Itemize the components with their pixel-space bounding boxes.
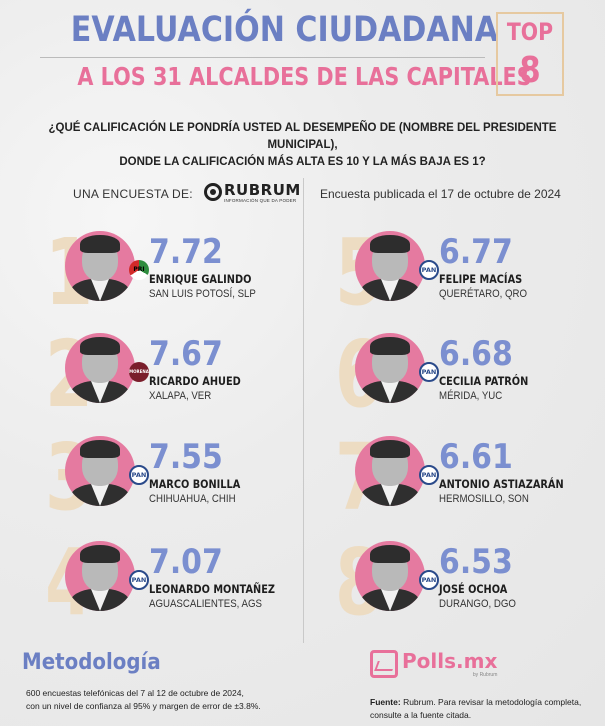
title-divider <box>40 57 485 58</box>
party-logo: PAN <box>419 362 439 382</box>
survey-by-label: UNA ENCUESTA DE: <box>73 187 193 201</box>
party-logo: PAN <box>129 465 149 485</box>
mayor-photo <box>355 333 425 403</box>
mayor-city: CHIHUAHUA, CHIH <box>149 493 236 505</box>
methodology-line-1: 600 encuestas telefónicas del 7 al 12 de… <box>26 688 244 698</box>
source-text: Rubrum. Para revisar la metodología comp… <box>400 697 582 707</box>
question-line-2: DONDE LA CALIFICACIÓN MÁS ALTA ES 10 Y L… <box>119 156 486 168</box>
party-logo: MORENA <box>129 362 149 382</box>
party-logo: PAN <box>419 465 439 485</box>
mayor-photo-hair <box>80 440 120 458</box>
mayor-name: ANTONIO ASTIAZARÁN <box>439 477 564 491</box>
party-logo: PAN <box>129 570 149 590</box>
polls-logo-icon <box>370 650 398 678</box>
mayor-city: HERMOSILLO, SON <box>439 493 529 505</box>
page-subtitle: A LOS 31 ALCALDES DE LAS CAPITALES <box>77 62 532 91</box>
party-logo: PRI <box>129 260 149 280</box>
source-line-2: consulte a la fuente citada. <box>370 710 472 720</box>
mayor-photo <box>65 436 135 506</box>
party-logo: PAN <box>419 570 439 590</box>
polls-brand: Polls.mx <box>402 649 498 673</box>
publication-date: Encuesta publicada el 17 de octubre de 2… <box>320 187 561 201</box>
mayor-city: SAN LUIS POTOSÍ, SLP <box>149 288 256 300</box>
page-title: EVALUACIÓN CIUDADANA <box>70 10 499 50</box>
source-note: Fuente: Rubrum. Para revisar la metodolo… <box>370 696 600 722</box>
mayor-photo <box>65 231 135 301</box>
score: 6.53 <box>439 542 513 582</box>
mayor-city: AGUASCALIENTES, AGS <box>149 598 262 610</box>
column-divider <box>303 178 304 643</box>
score: 7.72 <box>149 232 223 272</box>
mayor-name: ENRIQUE GALINDO <box>149 272 252 286</box>
rubrum-tagline: INFORMACIÓN QUE DA PODER <box>224 198 297 203</box>
mayor-city: DURANGO, DGO <box>439 598 516 610</box>
top-badge: TOP 8 <box>496 12 564 96</box>
mayor-photo-hair <box>370 235 410 253</box>
mayor-name: JOSÉ OCHOA <box>439 582 508 596</box>
party-logo: PAN <box>419 260 439 280</box>
source-label: Fuente: <box>370 697 401 707</box>
score: 7.07 <box>149 542 223 582</box>
mayor-photo-hair <box>370 545 410 563</box>
mayor-name: RICARDO AHUED <box>149 374 241 388</box>
mayor-photo <box>65 541 135 611</box>
mayor-name: MARCO BONILLA <box>149 477 241 491</box>
methodology-text: 600 encuestas telefónicas del 7 al 12 de… <box>26 687 306 713</box>
mayor-photo-hair <box>370 440 410 458</box>
score: 7.67 <box>149 334 223 374</box>
mayor-city: QUERÉTARO, QRO <box>439 288 528 300</box>
mayor-photo <box>355 541 425 611</box>
score: 6.77 <box>439 232 513 272</box>
mayor-photo-hair <box>370 337 410 355</box>
rubrum-brand: RUBRUM <box>224 181 301 199</box>
mayor-photo <box>355 231 425 301</box>
mayor-name: FELIPE MACÍAS <box>439 272 523 286</box>
rubrum-logo-icon <box>204 183 222 201</box>
mayor-name: LEONARDO MONTAÑEZ <box>149 582 275 596</box>
mayor-photo <box>65 333 135 403</box>
score: 7.55 <box>149 437 223 477</box>
mayor-photo-hair <box>80 235 120 253</box>
methodology-line-2: con un nivel de confianza al 95% y marge… <box>26 701 261 711</box>
mayor-city: XALAPA, VER <box>149 390 212 402</box>
mayor-photo-hair <box>80 545 120 563</box>
score: 6.61 <box>439 437 513 477</box>
top-label: TOP <box>506 18 554 46</box>
polls-tagline: by Rubrum <box>472 672 498 678</box>
question-line-1: ¿QUÉ CALIFICACIÓN LE PONDRÍA USTED AL DE… <box>48 122 557 151</box>
top-number: 8 <box>519 50 541 91</box>
mayor-city: MÉRIDA, YUC <box>439 390 503 402</box>
score: 6.68 <box>439 334 513 374</box>
polls-logo: Polls.mx by Rubrum <box>370 650 497 678</box>
rubrum-logo: RUBRUM INFORMACIÓN QUE DA PODER <box>204 182 301 208</box>
survey-question: ¿QUÉ CALIFICACIÓN LE PONDRÍA USTED AL DE… <box>40 120 565 171</box>
methodology-title: Metodología <box>22 650 161 675</box>
mayor-photo <box>355 436 425 506</box>
mayor-name: CECILIA PATRÓN <box>439 374 529 388</box>
mayor-photo-hair <box>80 337 120 355</box>
